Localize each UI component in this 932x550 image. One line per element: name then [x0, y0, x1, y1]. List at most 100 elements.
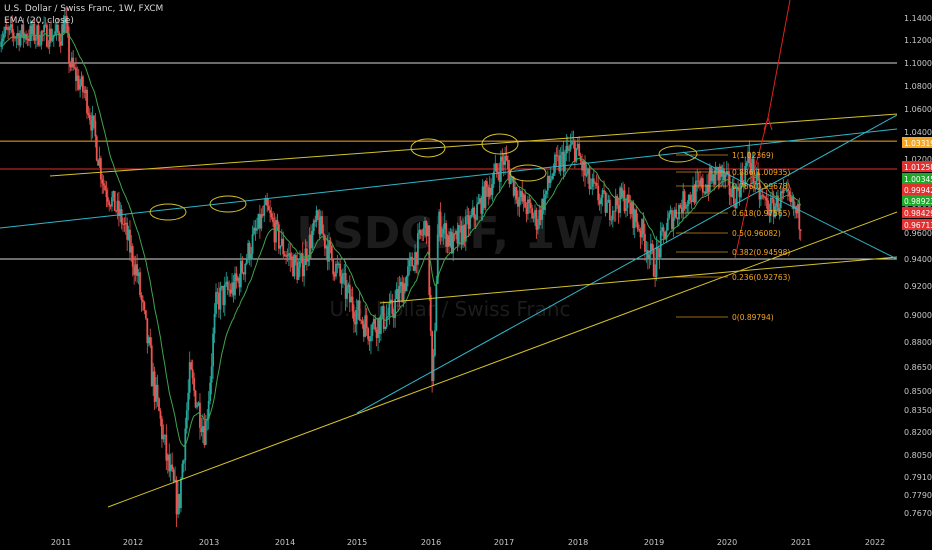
candle-body: [357, 300, 360, 311]
candle-body: [562, 151, 565, 172]
candle-body: [673, 209, 676, 218]
candle-body: [329, 240, 332, 246]
candle-body: [185, 410, 188, 429]
candle-body: [9, 24, 12, 28]
candle-body: [289, 253, 292, 260]
candle-body: [762, 195, 765, 198]
candle-body: [689, 194, 692, 201]
candle-body: [285, 256, 288, 257]
candle-body: [346, 286, 348, 299]
candle-body: [120, 209, 123, 224]
candle-body: [156, 384, 159, 399]
candle-body: [439, 211, 442, 238]
candle-body: [494, 163, 497, 172]
candle-body: [98, 158, 101, 166]
candle-body: [22, 24, 25, 39]
candle-body: [163, 434, 166, 436]
time-tick-label: 2015: [347, 538, 367, 547]
candle-body: [635, 209, 638, 222]
candle-body: [549, 179, 552, 183]
ellipse-annotations: [149, 133, 698, 221]
price-tag-bg: [902, 219, 932, 230]
candle-body: [654, 276, 657, 278]
candle-body: [149, 337, 152, 346]
candle-body: [625, 207, 627, 212]
candle-body: [290, 256, 293, 260]
candle-body: [518, 197, 521, 207]
price-tag-label: 0.98429: [904, 209, 932, 218]
candle-body: [7, 29, 10, 31]
candle-body: [431, 331, 434, 382]
candle-body: [772, 199, 775, 217]
candle-body: [424, 220, 426, 229]
candle-body: [778, 207, 781, 212]
candle-body: [339, 263, 342, 277]
candle-body: [777, 195, 779, 212]
candle-body: [582, 161, 585, 171]
candle-body: [552, 172, 555, 176]
candle-body: [546, 175, 549, 191]
annotation-ellipse: [658, 145, 698, 163]
candle-body: [721, 168, 724, 177]
price-tick-label: 1.12000: [904, 36, 932, 45]
candle-body: [264, 198, 267, 206]
candle-body: [485, 181, 488, 188]
candle-body: [687, 194, 690, 205]
candle-body: [59, 41, 62, 46]
candle-body: [587, 168, 589, 175]
candle-body: [30, 25, 33, 35]
fib-level-label: 0(0.89794): [732, 313, 774, 322]
candle-body: [742, 182, 745, 187]
price-tag-bg: [902, 137, 932, 148]
candle-body: [594, 183, 597, 184]
candle-body: [62, 24, 65, 33]
candle-body: [201, 426, 204, 433]
candle-body: [283, 254, 286, 257]
candle-body: [792, 197, 795, 209]
candle-body: [213, 313, 216, 334]
candle-body: [50, 28, 52, 41]
candle-body: [391, 299, 394, 314]
candle-body: [436, 234, 439, 284]
time-tick-label: 2012: [123, 538, 143, 547]
time-axis[interactable]: 2011 2012 2013 2014 2015 2016 2017 2018 2019 2020…: [51, 538, 885, 547]
candle-body: [509, 176, 512, 184]
candle-body: [627, 194, 630, 203]
candle-body: [728, 174, 731, 195]
candle-body: [57, 24, 59, 33]
candle-body: [672, 217, 675, 230]
candle-body: [297, 267, 300, 280]
candle-body: [519, 191, 522, 198]
candle-body: [43, 25, 46, 33]
candle-body: [81, 76, 84, 92]
candle-body: [276, 219, 279, 225]
candle-body: [571, 140, 573, 145]
candle-body: [622, 190, 624, 198]
candle-body: [527, 199, 529, 215]
candle-body: [80, 76, 83, 85]
candle-body: [40, 31, 43, 45]
candle-body: [123, 223, 126, 225]
candle-body: [321, 216, 324, 234]
candle-body: [311, 231, 314, 249]
candle-body: [664, 231, 666, 240]
candle-body: [710, 167, 713, 181]
candle-body: [328, 240, 330, 262]
candle-body: [409, 256, 412, 261]
candle-body: [269, 210, 271, 214]
candle-body: [365, 315, 368, 329]
candle-body: [467, 215, 470, 229]
candle-body: [378, 317, 381, 334]
candle-body: [639, 230, 642, 238]
candle-body: [68, 33, 70, 64]
trend-lines: [0, 0, 898, 508]
candle-body: [613, 210, 616, 212]
candle-body: [237, 277, 239, 281]
candle-body: [589, 186, 592, 189]
candle-body: [34, 38, 37, 41]
candle-body: [665, 230, 668, 240]
price-tag-bg: [902, 184, 932, 195]
